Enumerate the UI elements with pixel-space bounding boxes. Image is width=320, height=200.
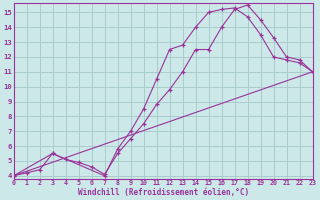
- X-axis label: Windchill (Refroidissement éolien,°C): Windchill (Refroidissement éolien,°C): [77, 188, 249, 197]
